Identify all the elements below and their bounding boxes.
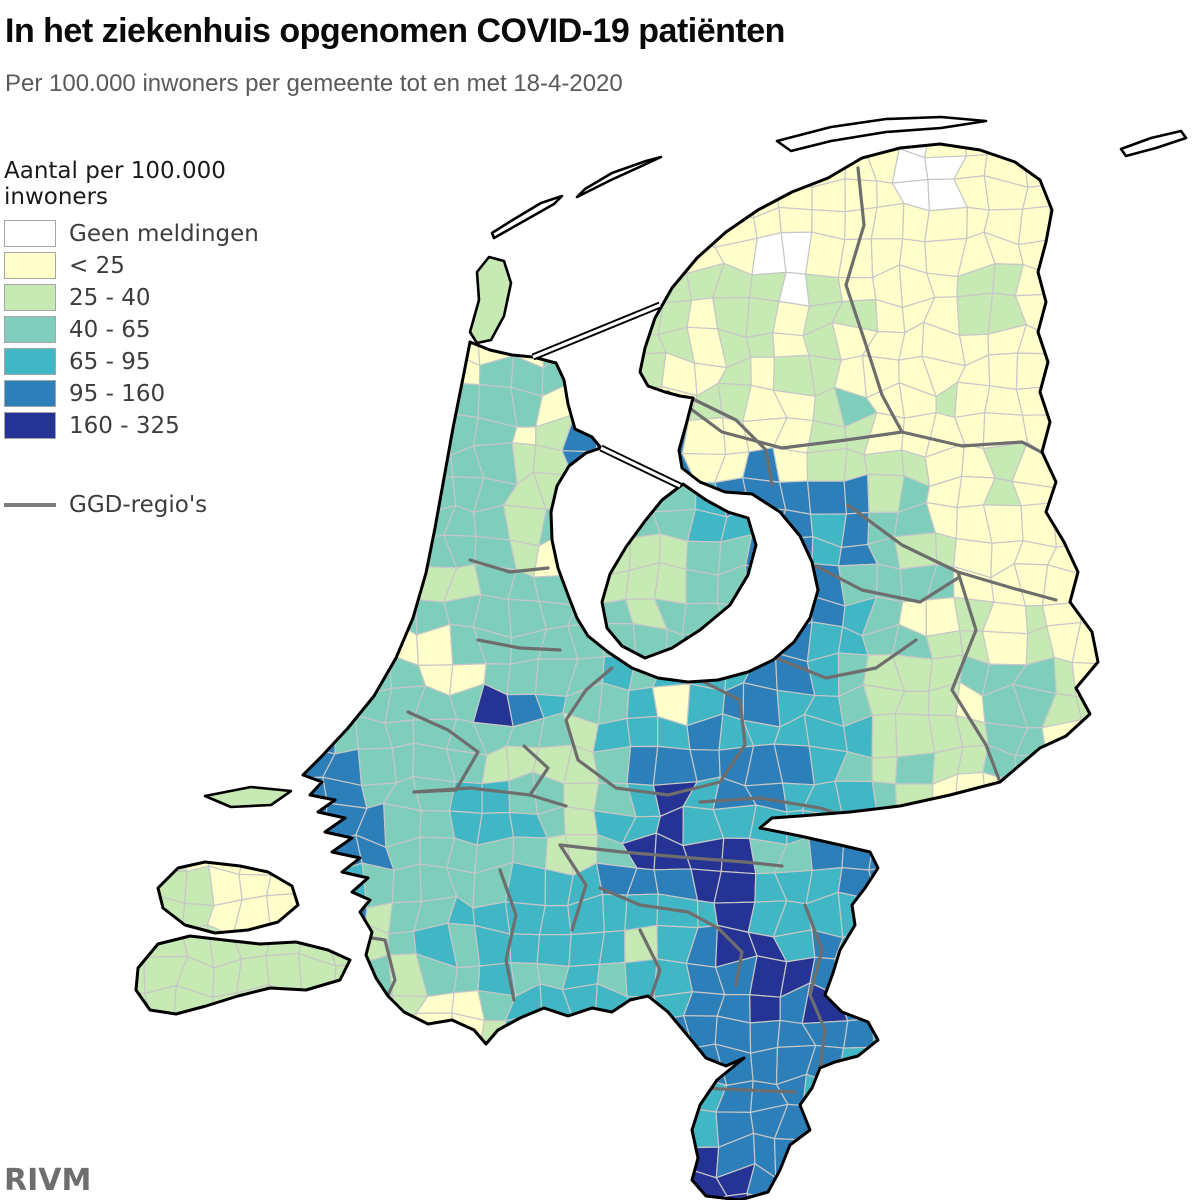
legend-swatch <box>4 284 56 311</box>
legend-item: 160 - 325 <box>4 412 334 439</box>
legend-item: 25 - 40 <box>4 284 334 311</box>
legend-item-label: 160 - 325 <box>69 412 180 439</box>
wadden-and-delta-islands <box>203 115 1188 809</box>
legend-title: Aantal per 100.000 inwoners <box>4 158 226 210</box>
source-label: RIVM <box>4 1163 92 1198</box>
vlieland-island <box>490 194 564 240</box>
ggd-line-sample <box>4 502 56 507</box>
legend-item: < 25 <box>4 252 334 279</box>
schiermonnikoog-island <box>1119 129 1188 158</box>
legend-swatch <box>4 316 56 343</box>
legend-swatch <box>4 220 56 247</box>
legend-item-label: 25 - 40 <box>69 284 151 311</box>
legend-swatch <box>4 348 56 375</box>
legend-item-label: 65 - 95 <box>69 348 151 375</box>
terschelling-island <box>575 155 663 199</box>
legend-item: 40 - 65 <box>4 316 334 343</box>
ameland-island <box>775 115 988 153</box>
legend-item: 65 - 95 <box>4 348 334 375</box>
dikes <box>531 301 682 490</box>
legend-swatch <box>4 380 56 407</box>
legend-item-label: Geen meldingen <box>69 220 259 247</box>
goeree-island <box>203 785 293 809</box>
country-outline <box>134 142 1100 1200</box>
legend: Aantal per 100.000 inwoners Geen melding… <box>4 158 334 518</box>
legend-item-label: 95 - 160 <box>69 380 166 407</box>
legend-item-label: < 25 <box>69 252 125 279</box>
page-title: In het ziekenhuis opgenomen COVID-19 pat… <box>5 12 785 50</box>
legend-item: Geen meldingen <box>4 220 334 247</box>
legend-item: 95 - 160 <box>4 380 334 407</box>
page-subtitle: Per 100.000 inwoners per gemeente tot en… <box>5 70 623 97</box>
ggd-label: GGD-regio's <box>69 491 208 518</box>
legend-swatch <box>4 412 56 439</box>
texel-island <box>468 255 513 345</box>
legend-swatch <box>4 252 56 279</box>
legend-item-label: 40 - 65 <box>69 316 151 343</box>
ggd-borders <box>350 166 1058 1094</box>
legend-ggd-item: GGD-regio's <box>4 491 334 518</box>
